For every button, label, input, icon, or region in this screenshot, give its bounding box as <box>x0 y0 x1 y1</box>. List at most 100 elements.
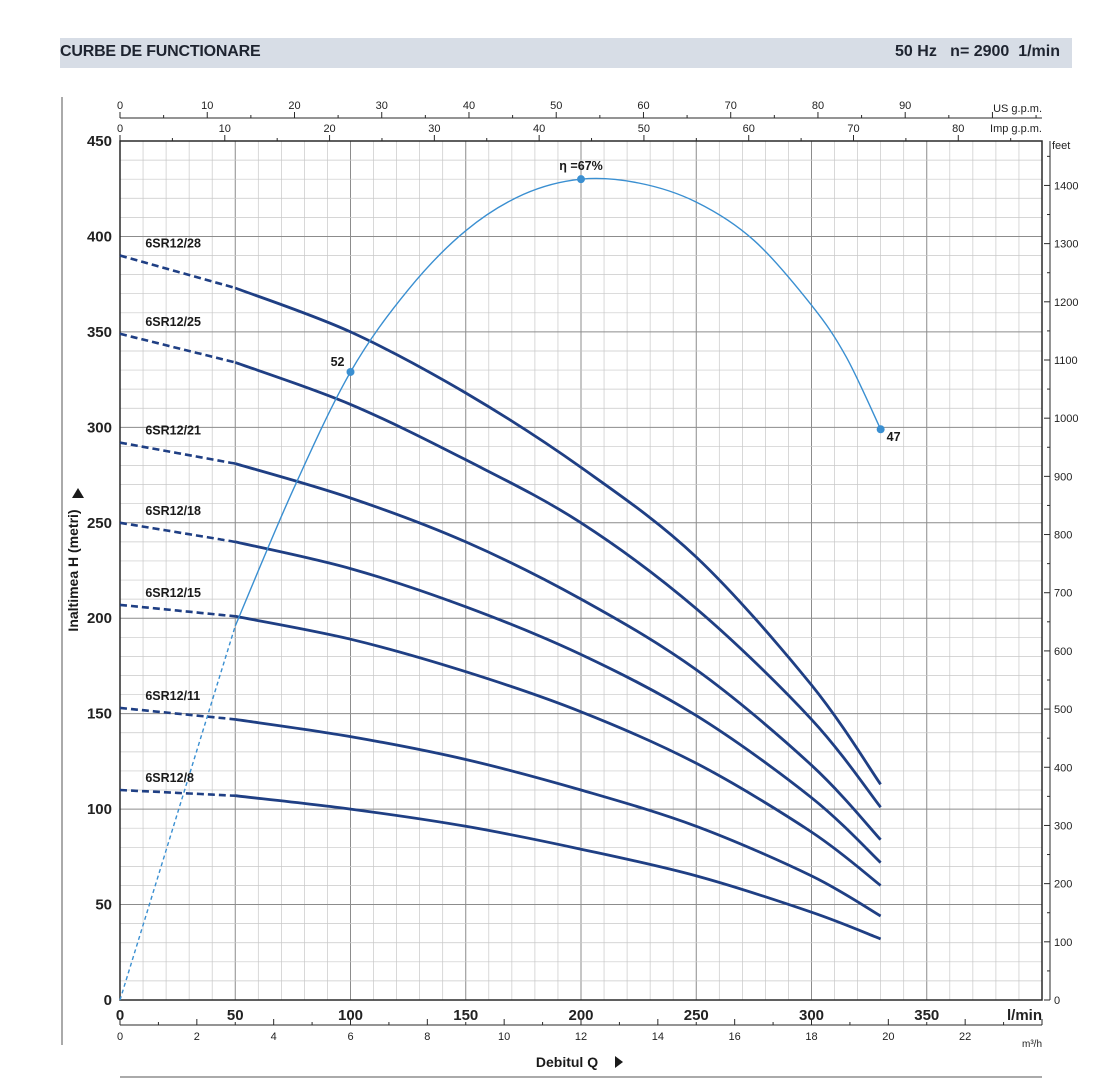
pump-curve-dashed-6sr12-18 <box>119 521 236 544</box>
feet-tick-label: 400 <box>1054 762 1072 774</box>
x-tick-label: 300 <box>799 1007 824 1024</box>
m3h-tick-label: 14 <box>652 1031 664 1043</box>
imp-gpm-tick-label: 50 <box>638 123 650 135</box>
us-gpm-tick-label: 0 <box>117 100 123 112</box>
x-tick-label: 100 <box>338 1007 363 1024</box>
m3h-unit-label: m³/h <box>1022 1039 1042 1050</box>
m3h-tick-label: 20 <box>882 1031 894 1043</box>
us-gpm-tick-label: 50 <box>550 100 562 112</box>
feet-tick-label: 700 <box>1054 588 1072 600</box>
efficiency-marker <box>876 425 885 434</box>
pump-curve-6sr12-18 <box>234 540 882 864</box>
pump-curve-dashed-6sr12-25 <box>119 332 236 364</box>
feet-tick-label: 300 <box>1054 820 1072 832</box>
labels-layer: 6SR12/28 6SR12/25 6SR12/21 6SR12/18 6SR12/15… <box>145 159 900 785</box>
imp-gpm-tick-label: 0 <box>117 123 123 135</box>
m3h-tick-label: 0 <box>117 1031 123 1043</box>
feet-tick-label: 900 <box>1054 471 1072 483</box>
feet-tick-label: 1000 <box>1054 413 1078 425</box>
x-axis-title: Debitul Q <box>536 1054 598 1070</box>
efficiency-marker <box>346 367 355 376</box>
m3h-tick-label: 2 <box>194 1031 200 1043</box>
pump-curve-dashed-6sr12-21 <box>119 441 236 465</box>
y-axis-title: Inaltimea H (metri) <box>65 509 81 631</box>
us-gpm-tick-label: 90 <box>899 100 911 112</box>
x-tick-label: 150 <box>453 1007 478 1024</box>
imp-gpm-tick-label: 80 <box>952 123 964 135</box>
header-bar: CURBE DE FUNCTIONARE 50 Hz n= 2900 1/min <box>60 38 1072 68</box>
efficiency-marker-label: 52 <box>331 355 345 369</box>
imp-gpm-tick-label: 30 <box>428 123 440 135</box>
pump-curve-6sr12-8 <box>235 794 882 941</box>
pump-curve-dashed-6sr12-8 <box>119 788 236 797</box>
us-gpm-tick-label: 20 <box>288 100 300 112</box>
feet-tick-label: 1200 <box>1054 297 1078 309</box>
plot-frame <box>119 140 1043 1001</box>
feet-unit-label: feet <box>1052 140 1070 152</box>
imp-gpm-unit-label: Imp g.p.m. <box>990 123 1042 135</box>
feet-tick-label: 0 <box>1054 995 1060 1007</box>
imp-gpm-tick-label: 20 <box>323 123 335 135</box>
feet-tick-label: 1400 <box>1054 180 1078 192</box>
pump-curve-6sr12-21 <box>234 462 882 841</box>
y-tick-label: 100 <box>87 801 112 818</box>
feet-tick-label: 1300 <box>1054 239 1078 251</box>
m3h-tick-label: 8 <box>424 1031 430 1043</box>
efficiency-marker-label: 47 <box>887 430 901 444</box>
feet-tick-label: 1100 <box>1054 355 1078 367</box>
m3h-tick-label: 18 <box>805 1031 817 1043</box>
y-tick-label: 50 <box>95 897 112 914</box>
curve-label: 6SR12/21 <box>145 424 201 438</box>
efficiency-marker <box>577 175 585 184</box>
curve-label: 6SR12/25 <box>145 315 201 329</box>
curve-label: 6SR12/11 <box>145 689 200 703</box>
y-tick-label: 300 <box>87 419 112 436</box>
x-tick-label: 200 <box>568 1007 593 1024</box>
pump-curve-6sr12-25 <box>234 361 882 809</box>
us-gpm-tick-label: 10 <box>201 100 213 112</box>
efficiency-layer <box>119 175 885 1001</box>
series-layer <box>119 254 882 941</box>
us-gpm-unit-label: US g.p.m. <box>993 103 1042 115</box>
feet-tick-label: 600 <box>1054 646 1072 658</box>
axes-layer: 0 50 100 150 200 250 300 350 l/min05010015020025… <box>61 97 1078 1078</box>
m3h-tick-label: 10 <box>498 1031 510 1043</box>
pump-curve-6sr12-28 <box>234 286 882 786</box>
m3h-tick-label: 22 <box>959 1031 971 1043</box>
feet-tick-label: 200 <box>1054 879 1072 891</box>
x-tick-label: 50 <box>227 1007 244 1024</box>
feet-tick-label: 800 <box>1054 530 1072 542</box>
m3h-tick-label: 4 <box>271 1031 277 1043</box>
us-gpm-tick-label: 80 <box>812 100 824 112</box>
feet-tick-label: 500 <box>1054 704 1072 716</box>
x-axis-arrow-icon <box>615 1056 623 1068</box>
imp-gpm-tick-label: 10 <box>219 123 231 135</box>
feet-tick-label: 100 <box>1054 937 1072 949</box>
y-tick-label: 0 <box>104 992 112 1009</box>
y-tick-label: 150 <box>87 706 112 723</box>
curve-label: 6SR12/18 <box>145 504 201 518</box>
y-tick-label: 250 <box>87 515 112 532</box>
header-speed-spec: 50 Hz n= 2900 1/min <box>895 43 1060 60</box>
y-tick-label: 400 <box>87 228 112 245</box>
us-gpm-tick-label: 30 <box>376 100 388 112</box>
us-gpm-tick-label: 40 <box>463 100 475 112</box>
pump-curve-dashed-6sr12-28 <box>119 254 236 290</box>
m3h-tick-label: 12 <box>575 1031 587 1043</box>
efficiency-marker-label: η =67% <box>559 159 602 173</box>
y-tick-label: 350 <box>87 324 112 341</box>
curve-label: 6SR12/8 <box>145 771 194 785</box>
imp-gpm-tick-label: 40 <box>533 123 545 135</box>
x-tick-label: 350 <box>914 1007 939 1024</box>
imp-gpm-tick-label: 60 <box>743 123 755 135</box>
pump-curve-dashed-6sr12-15 <box>119 603 236 618</box>
x-tick-label: 250 <box>684 1007 709 1024</box>
efficiency-curve-dashed <box>119 625 236 1001</box>
us-gpm-tick-label: 60 <box>637 100 649 112</box>
y-axis-arrow-icon <box>72 488 84 498</box>
x-unit-label: l/min <box>1007 1007 1042 1024</box>
x-tick-label: 0 <box>116 1007 124 1024</box>
efficiency-curve <box>234 177 882 627</box>
curve-label: 6SR12/15 <box>145 586 201 600</box>
